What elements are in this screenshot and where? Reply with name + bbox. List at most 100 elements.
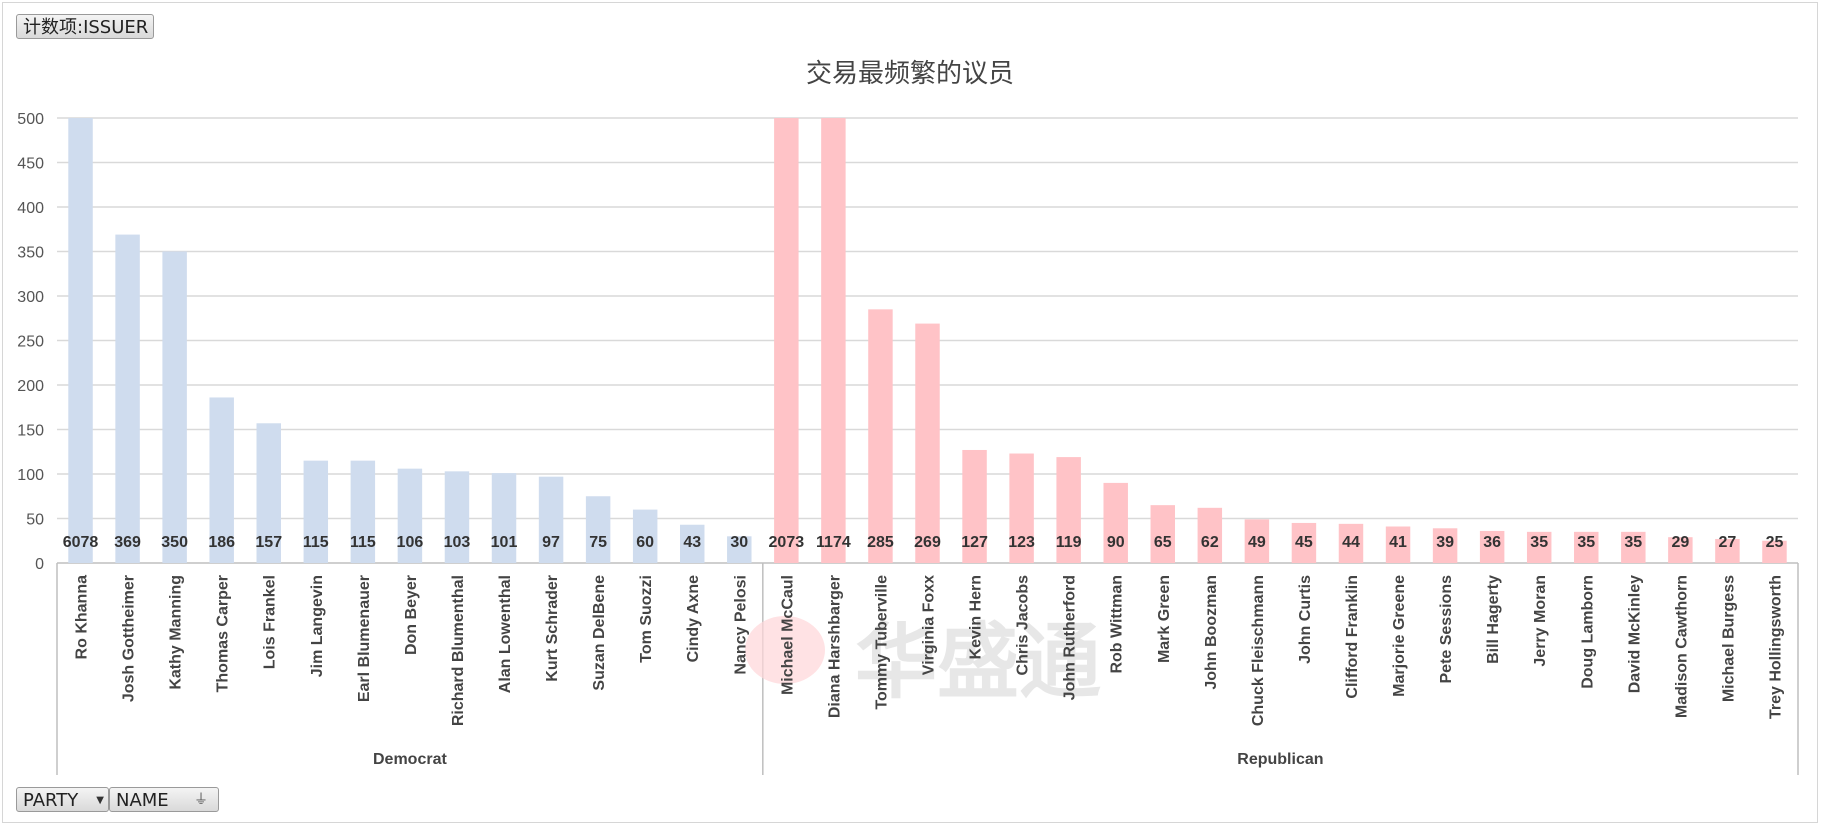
x-tick-label: John Curtis bbox=[1297, 575, 1314, 664]
y-tick-label: 300 bbox=[17, 289, 44, 306]
bar[interactable] bbox=[585, 496, 611, 563]
y-tick-label: 400 bbox=[17, 200, 44, 217]
bar[interactable] bbox=[679, 524, 705, 563]
x-tick-label: Doug Lamborn bbox=[1579, 575, 1596, 689]
x-tick-label: Mark Green bbox=[1156, 575, 1173, 663]
bar[interactable] bbox=[1291, 522, 1317, 563]
data-label: 115 bbox=[350, 534, 376, 551]
x-tick-label: Chuck Fleischmann bbox=[1250, 575, 1267, 726]
bars bbox=[68, 118, 1787, 564]
y-tick-label: 450 bbox=[17, 156, 44, 173]
bar[interactable] bbox=[397, 468, 423, 563]
x-tick-label: Michael Burgess bbox=[1720, 575, 1737, 702]
bar[interactable] bbox=[115, 234, 140, 563]
party-field-label: PARTY bbox=[23, 790, 79, 811]
bar[interactable] bbox=[444, 471, 470, 563]
y-tick-label: 500 bbox=[17, 111, 44, 128]
filter-icon[interactable]: ⏚ bbox=[194, 792, 208, 808]
chevron-down-icon[interactable]: ▼ bbox=[96, 795, 104, 806]
data-label: 75 bbox=[589, 534, 607, 551]
data-label: 2073 bbox=[769, 534, 805, 551]
bar[interactable] bbox=[1103, 482, 1128, 563]
bar[interactable] bbox=[1338, 523, 1364, 563]
bar[interactable] bbox=[350, 460, 376, 563]
data-label: 25 bbox=[1766, 534, 1784, 551]
watermark: 华盛通 bbox=[745, 615, 1101, 710]
bar[interactable] bbox=[1056, 457, 1081, 563]
data-label: 43 bbox=[683, 534, 701, 551]
bar[interactable] bbox=[1009, 453, 1034, 563]
bar[interactable] bbox=[915, 323, 940, 563]
party-field-button[interactable]: PARTY ▼ bbox=[16, 787, 109, 812]
y-tick-label: 250 bbox=[17, 334, 44, 351]
data-label: 30 bbox=[730, 534, 748, 551]
x-tick-label: Ro Khanna bbox=[74, 575, 91, 660]
data-label: 29 bbox=[1671, 534, 1689, 551]
data-label: 123 bbox=[1008, 534, 1035, 551]
data-label: 106 bbox=[397, 534, 424, 551]
x-tick-label: Trey Hollingsworth bbox=[1767, 575, 1784, 719]
data-label: 97 bbox=[542, 534, 560, 551]
bar[interactable] bbox=[1574, 531, 1599, 563]
x-tick-label: Chris Jacobs bbox=[1015, 575, 1032, 676]
x-tick-label: Kurt Schrader bbox=[544, 575, 561, 682]
x-tick-label: Kathy Manning bbox=[168, 575, 185, 690]
data-label: 119 bbox=[1056, 534, 1082, 551]
bar[interactable] bbox=[1244, 519, 1270, 563]
bar[interactable] bbox=[1432, 528, 1458, 563]
bar[interactable] bbox=[538, 476, 564, 563]
x-tick-label: Thomas Carper bbox=[215, 575, 232, 692]
x-tick-label: Rob Wittman bbox=[1109, 575, 1126, 674]
x-tick-label: Diana Harshbarger bbox=[826, 575, 843, 718]
data-label: 157 bbox=[255, 534, 282, 551]
y-tick-label: 350 bbox=[17, 245, 44, 262]
bar[interactable] bbox=[491, 473, 517, 563]
group-label: Democrat bbox=[373, 751, 447, 768]
chart-title: 交易最频繁的议员 bbox=[806, 59, 1014, 89]
x-tick-label: Michael McCaul bbox=[779, 575, 796, 695]
bar[interactable] bbox=[68, 118, 93, 563]
bar[interactable] bbox=[1526, 531, 1552, 563]
y-tick-label: 200 bbox=[17, 378, 44, 395]
y-tick-label: 50 bbox=[26, 512, 44, 529]
data-label: 65 bbox=[1154, 534, 1172, 551]
name-field-button[interactable]: NAME ⏚ bbox=[109, 787, 219, 812]
y-tick-label: 100 bbox=[17, 467, 44, 484]
x-tick-label: Tom Suozzi bbox=[638, 575, 655, 663]
watermark-logo-icon bbox=[745, 616, 825, 684]
bar[interactable] bbox=[162, 251, 187, 564]
bar[interactable] bbox=[774, 118, 799, 563]
y-tick-label: 0 bbox=[35, 556, 44, 573]
bar[interactable] bbox=[256, 423, 281, 563]
x-tick-label: Virginia Foxx bbox=[921, 575, 938, 675]
data-label: 369 bbox=[114, 534, 141, 551]
bar[interactable] bbox=[1715, 538, 1740, 563]
bar[interactable] bbox=[632, 509, 658, 563]
x-tick-label: Alan Lowenthal bbox=[497, 575, 514, 693]
x-tick-label: Suzan DelBene bbox=[591, 575, 608, 691]
data-label: 36 bbox=[1483, 534, 1501, 551]
data-label: 90 bbox=[1107, 534, 1125, 551]
bar[interactable] bbox=[1479, 530, 1505, 563]
bar[interactable] bbox=[209, 397, 234, 563]
data-label: 350 bbox=[161, 534, 188, 551]
data-label: 103 bbox=[444, 534, 471, 551]
bar[interactable] bbox=[1197, 507, 1223, 563]
bar[interactable] bbox=[1621, 531, 1646, 563]
x-tick-label: Kevin Hern bbox=[968, 575, 985, 659]
bar[interactable] bbox=[821, 118, 846, 563]
data-label: 127 bbox=[961, 534, 988, 551]
bar[interactable] bbox=[727, 536, 752, 563]
bar[interactable] bbox=[962, 449, 987, 563]
data-label: 49 bbox=[1248, 534, 1266, 551]
bar[interactable] bbox=[868, 309, 893, 563]
bar[interactable] bbox=[1762, 540, 1787, 563]
x-tick-label: Cindy Axne bbox=[685, 575, 702, 663]
bar[interactable] bbox=[1150, 505, 1176, 563]
bar[interactable] bbox=[1668, 537, 1693, 563]
x-tick-label: Earl Blumenauer bbox=[356, 575, 373, 702]
count-field-button[interactable]: 计数项:ISSUER bbox=[16, 14, 154, 39]
bar[interactable] bbox=[303, 460, 329, 563]
watermark-text: 华盛通 bbox=[855, 615, 1101, 710]
bar[interactable] bbox=[1385, 526, 1411, 563]
